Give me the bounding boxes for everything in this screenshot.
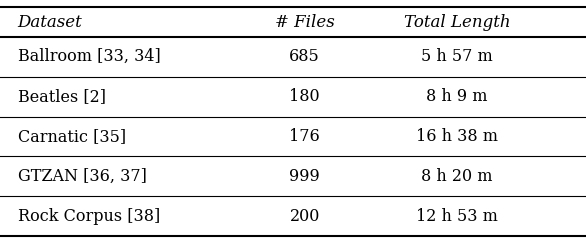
Text: Carnatic [35]: Carnatic [35] [18,128,126,145]
Text: 8 h 20 m: 8 h 20 m [421,168,493,185]
Text: 200: 200 [289,208,320,225]
Text: 180: 180 [289,88,320,105]
Text: 12 h 53 m: 12 h 53 m [416,208,498,225]
Text: Ballroom [33, 34]: Ballroom [33, 34] [18,48,161,65]
Text: Rock Corpus [38]: Rock Corpus [38] [18,208,160,225]
Text: Beatles [2]: Beatles [2] [18,88,105,105]
Text: 176: 176 [289,128,320,145]
Text: 999: 999 [289,168,320,185]
Text: GTZAN [36, 37]: GTZAN [36, 37] [18,168,146,185]
Text: Dataset: Dataset [18,14,82,31]
Text: 5 h 57 m: 5 h 57 m [421,48,493,65]
Text: Total Length: Total Length [404,14,510,31]
Text: 8 h 9 m: 8 h 9 m [427,88,488,105]
Text: 16 h 38 m: 16 h 38 m [416,128,498,145]
Text: 685: 685 [289,48,320,65]
Text: # Files: # Files [275,14,335,31]
